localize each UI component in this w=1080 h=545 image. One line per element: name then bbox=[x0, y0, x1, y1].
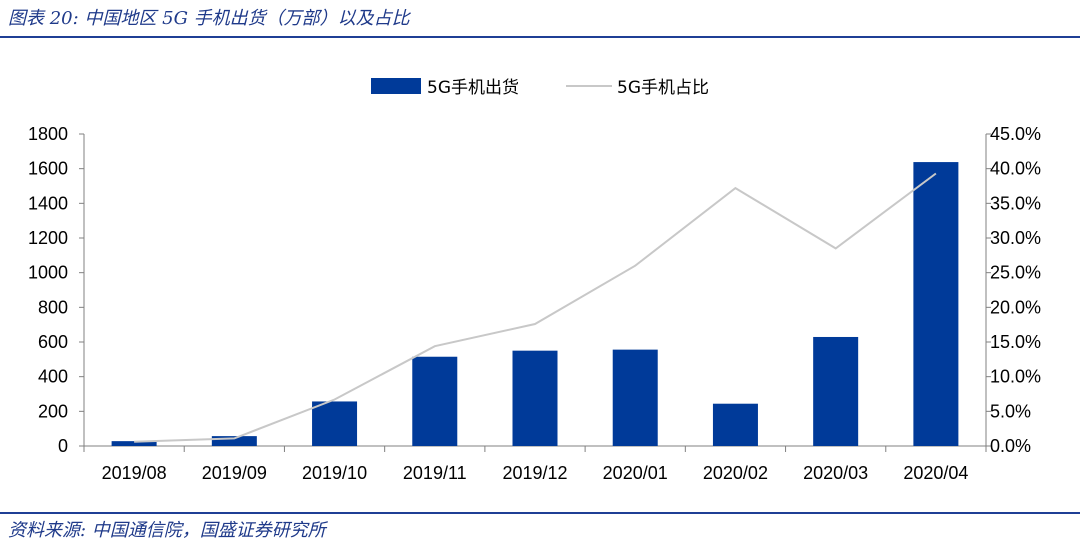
left-tick-label: 1800 bbox=[28, 124, 68, 144]
right-tick-label: 10.0% bbox=[990, 367, 1041, 387]
bar bbox=[913, 162, 959, 446]
footer-divider bbox=[0, 512, 1080, 514]
bar bbox=[211, 436, 257, 446]
right-tick-label: 20.0% bbox=[990, 297, 1041, 317]
chart: 5G手机出货 5G手机占比 0 0.0% 200 5.0% 400 10.0% 600 15.… bbox=[28, 78, 1041, 483]
legend-label-shipments: 5G手机出货 bbox=[427, 78, 519, 98]
right-tick-label: 40.0% bbox=[990, 159, 1041, 179]
left-tick-label: 200 bbox=[38, 401, 68, 421]
left-tick-label: 0 bbox=[58, 436, 68, 456]
left-tick-label: 800 bbox=[38, 297, 68, 317]
bar bbox=[412, 356, 458, 446]
header-divider bbox=[0, 36, 1080, 38]
bar bbox=[512, 350, 558, 446]
line-series bbox=[134, 172, 937, 443]
right-tick-label: 0.0% bbox=[990, 436, 1031, 456]
right-tick-label: 25.0% bbox=[990, 263, 1041, 283]
page-title: 图表 20: 中国地区 5G 手机出货（万部）以及占比 bbox=[8, 8, 410, 29]
x-tick-label: 2020/03 bbox=[803, 463, 868, 483]
legend-label-share: 5G手机占比 bbox=[617, 78, 709, 98]
left-tick-label: 1200 bbox=[28, 228, 68, 248]
x-tick-label: 2019/10 bbox=[302, 463, 367, 483]
x-tick-label: 2020/02 bbox=[703, 463, 768, 483]
bar-series bbox=[111, 162, 959, 446]
x-tick-label: 2020/01 bbox=[603, 463, 668, 483]
bar bbox=[111, 441, 157, 446]
right-tick-label: 5.0% bbox=[990, 401, 1031, 421]
bar bbox=[712, 403, 758, 446]
bar bbox=[312, 401, 358, 446]
x-tick-label: 2019/12 bbox=[502, 463, 567, 483]
left-tick-label: 600 bbox=[38, 332, 68, 352]
legend: 5G手机出货 5G手机占比 bbox=[371, 78, 709, 98]
left-tick-label: 1000 bbox=[28, 263, 68, 283]
right-tick-label: 45.0% bbox=[990, 124, 1041, 144]
bar bbox=[612, 349, 658, 446]
left-tick-label: 400 bbox=[38, 367, 68, 387]
x-tick-label: 2019/08 bbox=[102, 463, 167, 483]
tick-labels: 0 0.0% 200 5.0% 400 10.0% 600 15.0% 800 20.0% 1000… bbox=[28, 124, 1041, 483]
legend-bar-swatch bbox=[371, 78, 421, 94]
right-tick-label: 15.0% bbox=[990, 332, 1041, 352]
source-note: 资料来源: 中国通信院，国盛证券研究所 bbox=[8, 520, 326, 541]
right-tick-label: 35.0% bbox=[990, 193, 1041, 213]
right-tick-label: 30.0% bbox=[990, 228, 1041, 248]
x-tick-label: 2019/09 bbox=[202, 463, 267, 483]
bar bbox=[813, 336, 859, 446]
x-tick-label: 2019/11 bbox=[403, 463, 467, 483]
left-tick-label: 1400 bbox=[28, 193, 68, 213]
share-line bbox=[134, 172, 937, 443]
x-tick-label: 2020/04 bbox=[903, 463, 968, 483]
left-tick-label: 1600 bbox=[28, 159, 68, 179]
